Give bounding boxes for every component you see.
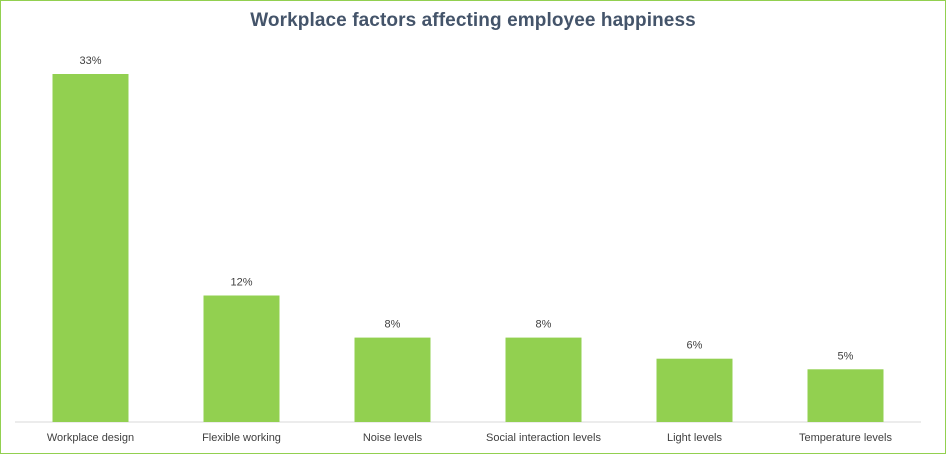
bar-temperature-levels xyxy=(807,369,884,422)
chart-title: Workplace factors affecting employee hap… xyxy=(250,10,696,31)
data-label: 12% xyxy=(230,277,252,289)
data-label: 33% xyxy=(79,55,101,67)
category-label: Light levels xyxy=(667,432,723,444)
bars-group xyxy=(52,74,884,422)
category-label: Social interaction levels xyxy=(486,432,601,444)
category-label: Temperature levels xyxy=(799,432,892,444)
category-label: Workplace design xyxy=(47,432,134,444)
data-label: 8% xyxy=(536,319,552,331)
bar-flexible-working xyxy=(203,295,280,422)
category-labels-group: Workplace design Flexible working Noise le… xyxy=(47,432,893,444)
data-label: 6% xyxy=(687,340,703,352)
category-label: Flexible working xyxy=(202,432,281,444)
data-label: 8% xyxy=(385,319,401,331)
bar-social-interaction-levels xyxy=(505,337,582,422)
bar-noise-levels xyxy=(354,337,431,422)
bar-light-levels xyxy=(656,358,733,422)
bar-workplace-design xyxy=(52,74,129,422)
category-label: Noise levels xyxy=(363,432,423,444)
data-label: 5% xyxy=(838,350,854,362)
data-labels-group: 33% 12% 8% 8% 6% 5% xyxy=(79,55,853,362)
